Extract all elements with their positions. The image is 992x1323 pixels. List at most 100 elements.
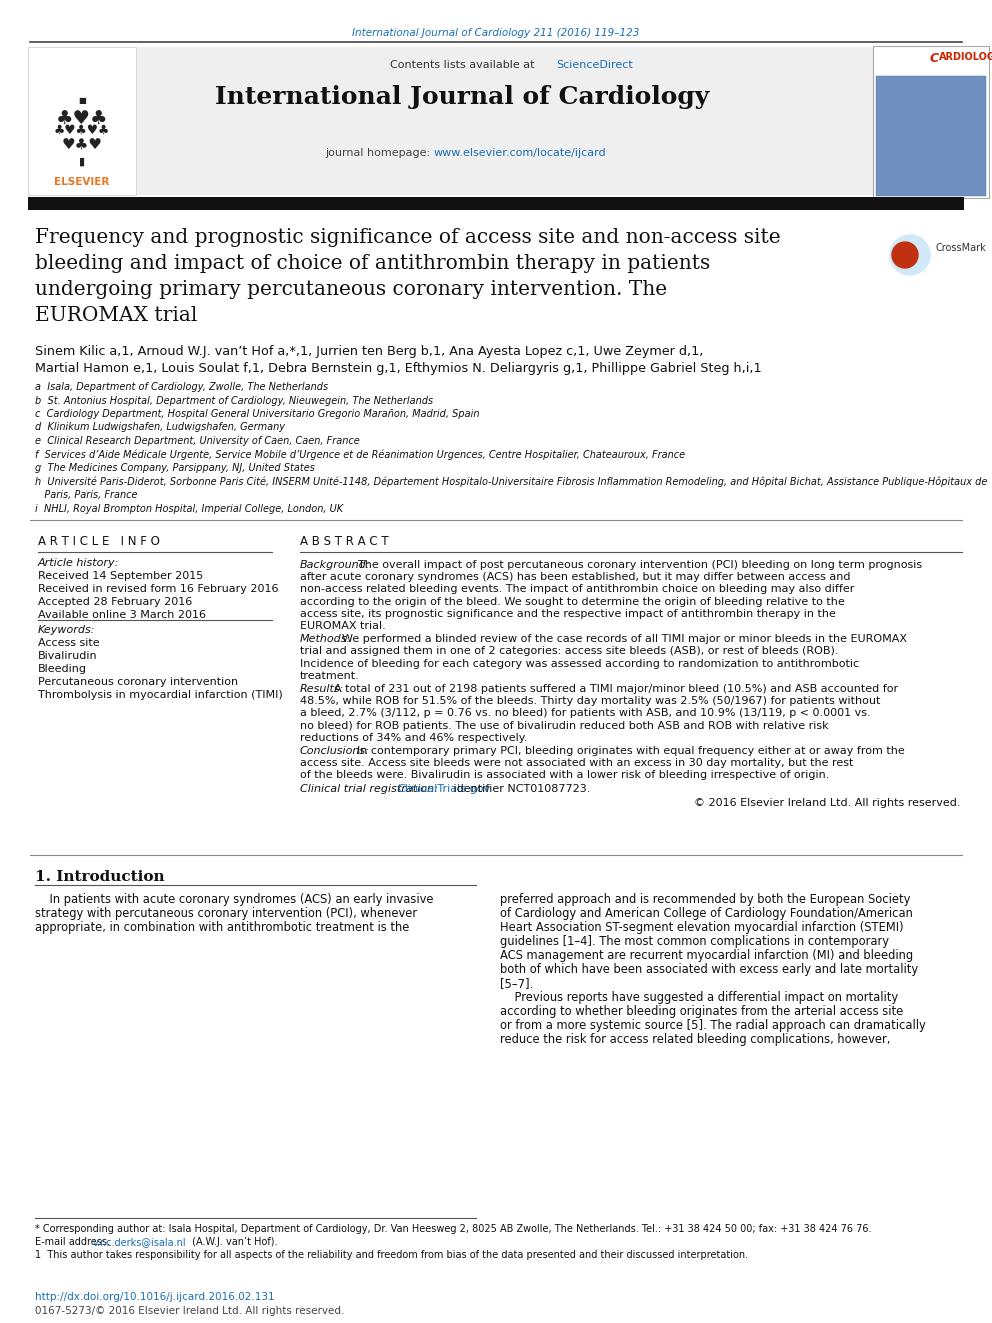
- Text: Conclusions:: Conclusions:: [300, 746, 370, 755]
- Bar: [28, 48, 136, 194]
- Text: 1. Introduction: 1. Introduction: [35, 871, 165, 884]
- Text: 48.5%, while ROB for 51.5% of the bleeds. Thirty day mortality was 2.5% (50/1967: 48.5%, while ROB for 51.5% of the bleeds…: [300, 696, 880, 706]
- Text: Clinical trial registration:: Clinical trial registration:: [300, 783, 437, 794]
- Text: CrossMark: CrossMark: [935, 243, 986, 253]
- Text: f  Services d’Aide Médicale Urgente, Service Mobile d’Urgence et de Réanimation : f Services d’Aide Médicale Urgente, Serv…: [35, 450, 685, 460]
- Text: Percutaneous coronary intervention: Percutaneous coronary intervention: [38, 677, 238, 687]
- Bar: [28, 197, 964, 210]
- Text: [5–7].: [5–7].: [500, 976, 534, 990]
- Bar: [876, 75, 986, 196]
- Bar: [873, 46, 989, 198]
- Text: g  The Medicines Company, Parsippany, NJ, United States: g The Medicines Company, Parsippany, NJ,…: [35, 463, 314, 474]
- Text: In patients with acute coronary syndromes (ACS) an early invasive: In patients with acute coronary syndrome…: [35, 893, 434, 906]
- Text: journal homepage:: journal homepage:: [325, 148, 434, 157]
- Text: access site, its prognostic significance and the respective impact of antithromb: access site, its prognostic significance…: [300, 609, 836, 619]
- Text: Received in revised form 16 February 2016: Received in revised form 16 February 201…: [38, 583, 279, 594]
- Text: both of which have been associated with excess early and late mortality: both of which have been associated with …: [500, 963, 919, 976]
- Text: ACS management are recurrent myocardial infarction (MI) and bleeding: ACS management are recurrent myocardial …: [500, 949, 913, 962]
- Text: In contemporary primary PCI, bleeding originates with equal frequency either at : In contemporary primary PCI, bleeding or…: [357, 746, 905, 755]
- Text: reductions of 34% and 46% respectively.: reductions of 34% and 46% respectively.: [300, 733, 528, 742]
- Text: identifier NCT01087723.: identifier NCT01087723.: [450, 783, 590, 794]
- Text: ClinicalTrials.gov: ClinicalTrials.gov: [397, 783, 490, 794]
- Text: Thrombolysis in myocardial infarction (TIMI): Thrombolysis in myocardial infarction (T…: [38, 691, 283, 700]
- Text: Keywords:: Keywords:: [38, 624, 95, 635]
- Text: Access site: Access site: [38, 638, 99, 648]
- Text: EUROMAX trial: EUROMAX trial: [35, 306, 197, 325]
- Text: International Journal of Cardiology: International Journal of Cardiology: [215, 85, 709, 108]
- Text: d  Klinikum Ludwigshafen, Ludwigshafen, Germany: d Klinikum Ludwigshafen, Ludwigshafen, G…: [35, 422, 285, 433]
- Text: guidelines [1–4]. The most common complications in contemporary: guidelines [1–4]. The most common compli…: [500, 935, 889, 949]
- Text: non-access related bleeding events. The impact of antithrombin choice on bleedin: non-access related bleeding events. The …: [300, 585, 854, 594]
- Text: no bleed) for ROB patients. The use of bivalirudin reduced both ASB and ROB with: no bleed) for ROB patients. The use of b…: [300, 721, 828, 730]
- Text: ♣♥♣♥♣: ♣♥♣♥♣: [54, 123, 110, 136]
- Text: ScienceDirect: ScienceDirect: [556, 60, 633, 70]
- Text: preferred approach and is recommended by both the European Society: preferred approach and is recommended by…: [500, 893, 911, 906]
- Text: Sinem Kilic a,1, Arnoud W.J. van’t Hof a,*,1, Jurrien ten Berg b,1, Ana Ayesta L: Sinem Kilic a,1, Arnoud W.J. van’t Hof a…: [35, 345, 703, 359]
- Text: A total of 231 out of 2198 patients suffered a TIMI major/minor bleed (10.5%) an: A total of 231 out of 2198 patients suff…: [334, 684, 898, 695]
- Text: Bivalirudin: Bivalirudin: [38, 651, 97, 662]
- Text: c  Cardiology Department, Hospital General Universitario Gregorio Marañon, Madri: c Cardiology Department, Hospital Genera…: [35, 409, 479, 419]
- Text: Incidence of bleeding for each category was assessed according to randomization : Incidence of bleeding for each category …: [300, 659, 859, 668]
- Text: a bleed, 2.7% (3/112, p = 0.76 vs. no bleed) for patients with ASB, and 10.9% (1: a bleed, 2.7% (3/112, p = 0.76 vs. no bl…: [300, 708, 871, 718]
- Text: Frequency and prognostic significance of access site and non-access site: Frequency and prognostic significance of…: [35, 228, 781, 247]
- Text: Bleeding: Bleeding: [38, 664, 87, 673]
- Text: treatment.: treatment.: [300, 671, 360, 681]
- Text: Article history:: Article history:: [38, 558, 119, 568]
- Text: i  NHLI, Royal Brompton Hospital, Imperial College, London, UK: i NHLI, Royal Brompton Hospital, Imperia…: [35, 504, 343, 513]
- Text: C: C: [930, 52, 939, 65]
- Text: v.r.c.derks@isala.nl: v.r.c.derks@isala.nl: [93, 1237, 186, 1248]
- Text: or from a more systemic source [5]. The radial approach can dramatically: or from a more systemic source [5]. The …: [500, 1019, 926, 1032]
- Text: A B S T R A C T: A B S T R A C T: [300, 534, 389, 548]
- Text: Heart Association ST-segment elevation myocardial infarction (STEMI): Heart Association ST-segment elevation m…: [500, 921, 904, 934]
- Text: Available online 3 March 2016: Available online 3 March 2016: [38, 610, 206, 620]
- Text: access site. Access site bleeds were not associated with an excess in 30 day mor: access site. Access site bleeds were not…: [300, 758, 853, 769]
- Text: according to the origin of the bleed. We sought to determine the origin of bleed: according to the origin of the bleed. We…: [300, 597, 845, 607]
- Text: h  Université Paris-Diderot, Sorbonne Paris Cité, INSERM Unité-1148, Département: h Université Paris-Diderot, Sorbonne Par…: [35, 476, 987, 487]
- Text: 0167-5273/© 2016 Elsevier Ireland Ltd. All rights reserved.: 0167-5273/© 2016 Elsevier Ireland Ltd. A…: [35, 1306, 344, 1316]
- Text: ▮: ▮: [79, 157, 85, 167]
- Text: The overall impact of post percutaneous coronary intervention (PCI) bleeding on : The overall impact of post percutaneous …: [358, 560, 923, 570]
- Circle shape: [890, 235, 930, 275]
- Text: Paris, Paris, France: Paris, Paris, France: [35, 490, 138, 500]
- Text: Results:: Results:: [300, 684, 344, 695]
- Text: Received 14 September 2015: Received 14 September 2015: [38, 572, 203, 581]
- Text: according to whether bleeding originates from the arterial access site: according to whether bleeding originates…: [500, 1005, 904, 1017]
- Text: a  Isala, Department of Cardiology, Zwolle, The Netherlands: a Isala, Department of Cardiology, Zwoll…: [35, 382, 328, 392]
- Text: after acute coronary syndromes (ACS) has been established, but it may differ bet: after acute coronary syndromes (ACS) has…: [300, 573, 850, 582]
- Text: 1  This author takes responsibility for all aspects of the reliability and freed: 1 This author takes responsibility for a…: [35, 1250, 748, 1259]
- Text: strategy with percutaneous coronary intervention (PCI), whenever: strategy with percutaneous coronary inte…: [35, 908, 417, 919]
- Text: ♥♣♥: ♥♣♥: [62, 138, 102, 152]
- Text: Background:: Background:: [300, 560, 370, 570]
- Bar: [75, 48, 875, 194]
- Text: E-mail address:: E-mail address:: [35, 1237, 113, 1248]
- Text: of Cardiology and American College of Cardiology Foundation/American: of Cardiology and American College of Ca…: [500, 908, 913, 919]
- Text: Previous reports have suggested a differential impact on mortality: Previous reports have suggested a differ…: [500, 991, 898, 1004]
- Circle shape: [892, 242, 918, 269]
- Text: We performed a blinded review of the case records of all TIMI major or minor ble: We performed a blinded review of the cas…: [342, 634, 907, 644]
- Text: * Corresponding author at: Isala Hospital, Department of Cardiology, Dr. Van Hee: * Corresponding author at: Isala Hospita…: [35, 1224, 872, 1234]
- Text: appropriate, in combination with antithrombotic treatment is the: appropriate, in combination with antithr…: [35, 921, 410, 934]
- Text: reduce the risk for access related bleeding complications, however,: reduce the risk for access related bleed…: [500, 1033, 891, 1046]
- Text: ♣♥♣: ♣♥♣: [56, 108, 108, 127]
- Text: of the bleeds were. Bivalirudin is associated with a lower risk of bleeding irre: of the bleeds were. Bivalirudin is assoc…: [300, 770, 829, 781]
- Text: Martial Hamon e,1, Louis Soulat f,1, Debra Bernstein g,1, Efthymios N. Deliargyr: Martial Hamon e,1, Louis Soulat f,1, Deb…: [35, 363, 762, 374]
- Text: bleeding and impact of choice of antithrombin therapy in patients: bleeding and impact of choice of antithr…: [35, 254, 710, 273]
- Text: EUROMAX trial.: EUROMAX trial.: [300, 620, 386, 631]
- Text: trial and assigned them in one of 2 categories: access site bleeds (ASB), or res: trial and assigned them in one of 2 cate…: [300, 647, 838, 656]
- Text: A R T I C L E   I N F O: A R T I C L E I N F O: [38, 534, 160, 548]
- Text: undergoing primary percutaneous coronary intervention. The: undergoing primary percutaneous coronary…: [35, 280, 668, 299]
- Text: e  Clinical Research Department, University of Caen, Caen, France: e Clinical Research Department, Universi…: [35, 437, 360, 446]
- Text: ■: ■: [78, 95, 86, 105]
- Text: © 2016 Elsevier Ireland Ltd. All rights reserved.: © 2016 Elsevier Ireland Ltd. All rights …: [693, 798, 960, 808]
- Text: ARDIOLOGY: ARDIOLOGY: [939, 52, 992, 62]
- Text: International Journal of Cardiology 211 (2016) 119–123: International Journal of Cardiology 211 …: [352, 28, 640, 38]
- Bar: [876, 75, 986, 196]
- Text: ELSEVIER: ELSEVIER: [55, 177, 110, 187]
- Text: (A.W.J. van’t Hof).: (A.W.J. van’t Hof).: [189, 1237, 278, 1248]
- Text: www.elsevier.com/locate/ijcard: www.elsevier.com/locate/ijcard: [434, 148, 607, 157]
- Text: http://dx.doi.org/10.1016/j.ijcard.2016.02.131: http://dx.doi.org/10.1016/j.ijcard.2016.…: [35, 1293, 275, 1302]
- Text: Methods:: Methods:: [300, 634, 351, 644]
- Text: Accepted 28 February 2016: Accepted 28 February 2016: [38, 597, 192, 607]
- Text: b  St. Antonius Hospital, Department of Cardiology, Nieuwegein, The Netherlands: b St. Antonius Hospital, Department of C…: [35, 396, 434, 406]
- Text: Contents lists available at: Contents lists available at: [390, 60, 538, 70]
